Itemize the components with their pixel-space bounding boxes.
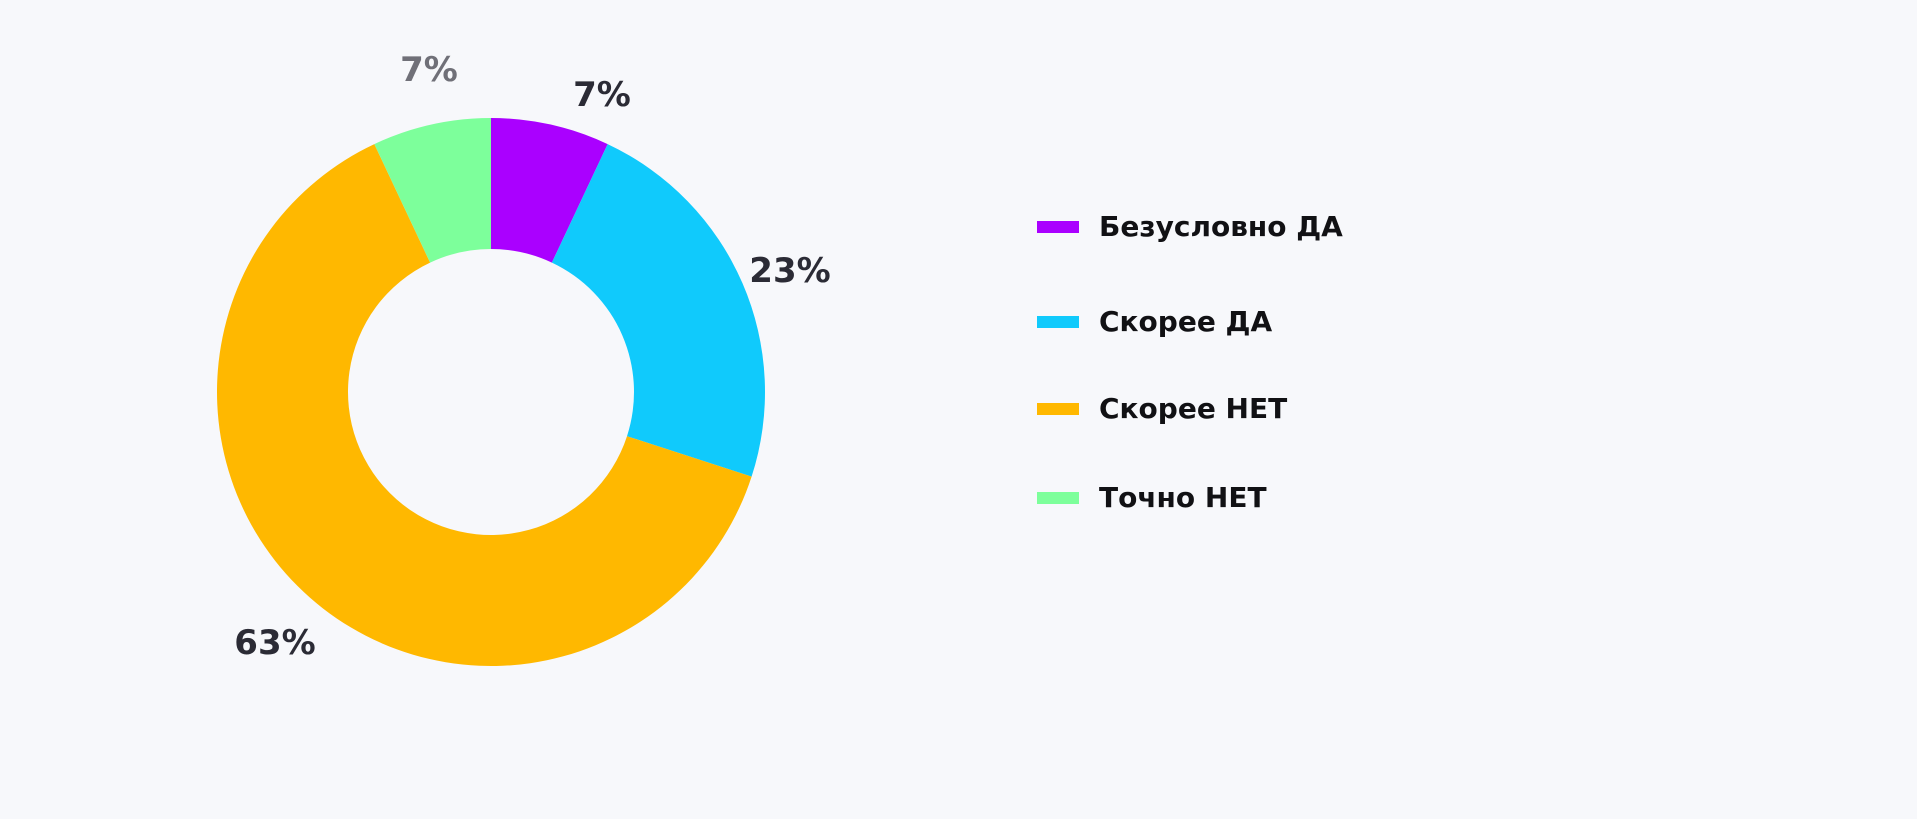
donut-slice <box>374 118 491 263</box>
legend-swatch <box>1037 402 1079 415</box>
legend-label: Скорее ДА <box>1099 305 1273 338</box>
data-label: 7% <box>573 75 631 115</box>
data-label: 7% <box>400 50 458 90</box>
donut-slices <box>216 118 765 667</box>
data-labels: 7% 23% 63% 7% <box>234 50 830 663</box>
data-label: 63% <box>234 623 315 663</box>
legend-item-skoree-net: Скорее НЕТ <box>1037 392 1287 425</box>
data-label: 23% <box>749 251 830 291</box>
legend-swatch <box>1037 491 1079 504</box>
legend-label: Скорее НЕТ <box>1099 392 1288 425</box>
legend-item-bezuslovno-da: Безусловно ДА <box>1037 210 1343 243</box>
legend-swatch <box>1037 315 1079 328</box>
donut-slice <box>216 144 752 667</box>
donut-slice <box>551 144 765 477</box>
donut-slice <box>491 118 608 263</box>
legend-item-tochno-net: Точно НЕТ <box>1037 481 1267 514</box>
legend-label: Точно НЕТ <box>1099 481 1267 514</box>
legend-swatch <box>1037 220 1079 233</box>
legend-label: Безусловно ДА <box>1099 210 1343 243</box>
legend-item-skoree-da: Скорее ДА <box>1037 305 1272 338</box>
